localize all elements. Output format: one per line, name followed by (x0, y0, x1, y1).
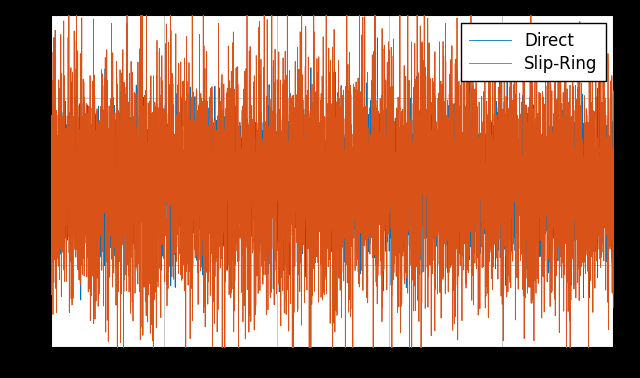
Direct (468, 253, 476, 257)
Slip-Ring (611, 138, 618, 143)
Direct (150, 100, 157, 105)
Direct (511, 122, 518, 127)
Slip-Ring (47, 206, 55, 211)
Slip-Ring (413, 298, 421, 302)
Slip-Ring (262, 94, 270, 99)
Direct (77, 298, 84, 302)
Direct (611, 210, 618, 215)
Direct (47, 161, 55, 166)
Legend: Direct, Slip-Ring: Direct, Slip-Ring (461, 23, 606, 81)
Line: Slip-Ring: Slip-Ring (51, 0, 614, 378)
Slip-Ring (150, 74, 157, 78)
Direct (262, 98, 270, 102)
Direct (414, 141, 422, 145)
Direct (385, 249, 393, 254)
Slip-Ring (511, 145, 518, 150)
Slip-Ring (385, 48, 393, 53)
Direct (374, 36, 381, 40)
Slip-Ring (468, 187, 476, 192)
Line: Direct: Direct (51, 38, 614, 300)
